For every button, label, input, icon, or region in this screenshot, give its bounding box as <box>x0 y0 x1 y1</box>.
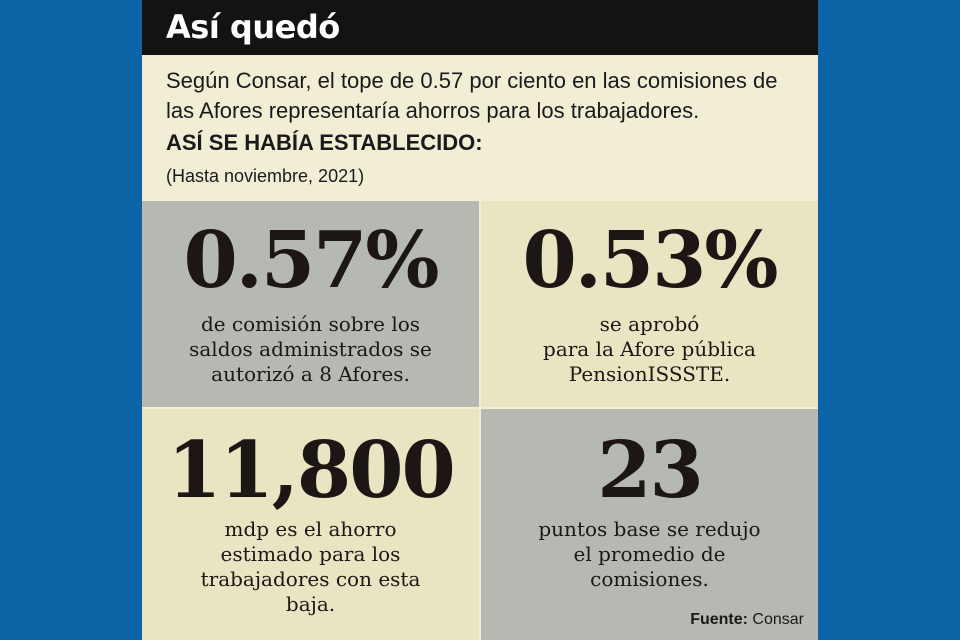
header-bar: Así quedó <box>142 0 818 55</box>
infographic-card: Así quedó Según Consar, el tope de 0.57 … <box>142 0 818 640</box>
stat-description-line: saldos administrados se <box>189 337 432 361</box>
stat-description-line: comisiones. <box>590 567 709 591</box>
stat-cell-savings: 11,800 mdp es el ahorro estimado para lo… <box>142 409 479 640</box>
stat-cell-pensionissste: 0.53% se aprobó para la Afore pública Pe… <box>481 201 818 407</box>
intro-text: Según Consar, el tope de 0.57 por ciento… <box>166 68 778 123</box>
date-note: (Hasta noviembre, 2021) <box>166 166 365 186</box>
stat-description: mdp es el ahorro estimado para los traba… <box>142 517 479 617</box>
source-name: Consar <box>752 611 804 628</box>
stat-cell-basis-points: 23 puntos base se redujo el promedio de … <box>481 409 818 640</box>
stat-value: 11,800 <box>167 425 456 516</box>
stat-value: 0.53% <box>522 215 778 306</box>
stat-description-line: puntos base se redujo <box>538 517 761 541</box>
stat-description-line: PensionISSSTE. <box>568 362 731 386</box>
stat-description-line: trabajadores con esta <box>200 567 421 591</box>
stat-description-line: para la Afore pública <box>543 337 756 361</box>
stat-description-line: mdp es el ahorro <box>224 517 397 541</box>
stat-description-line: el promedio de <box>573 542 726 566</box>
section-subhead: ASÍ SE HABÍA ESTABLECIDO: <box>166 130 483 155</box>
stat-value: 23 <box>597 425 704 516</box>
stat-value: 0.57% <box>183 215 439 306</box>
stat-description-line: autorizó a 8 Afores. <box>211 362 410 386</box>
stat-description: de comisión sobre los saldos administrad… <box>142 312 479 387</box>
stat-description: puntos base se redujo el promedio de com… <box>481 517 818 592</box>
infographic-title: Así quedó <box>166 8 340 46</box>
source-credit: Fuente: Consar <box>690 610 804 630</box>
stat-description: se aprobó para la Afore pública PensionI… <box>481 312 818 387</box>
stat-description-line: estimado para los <box>220 542 401 566</box>
stat-description-line: de comisión sobre los <box>200 312 421 336</box>
stat-cell-commission: 0.57% de comisión sobre los saldos admin… <box>142 201 479 407</box>
stat-description-line: baja. <box>285 592 336 616</box>
stat-description-line: se aprobó <box>599 312 700 336</box>
source-label: Fuente: <box>690 611 748 628</box>
